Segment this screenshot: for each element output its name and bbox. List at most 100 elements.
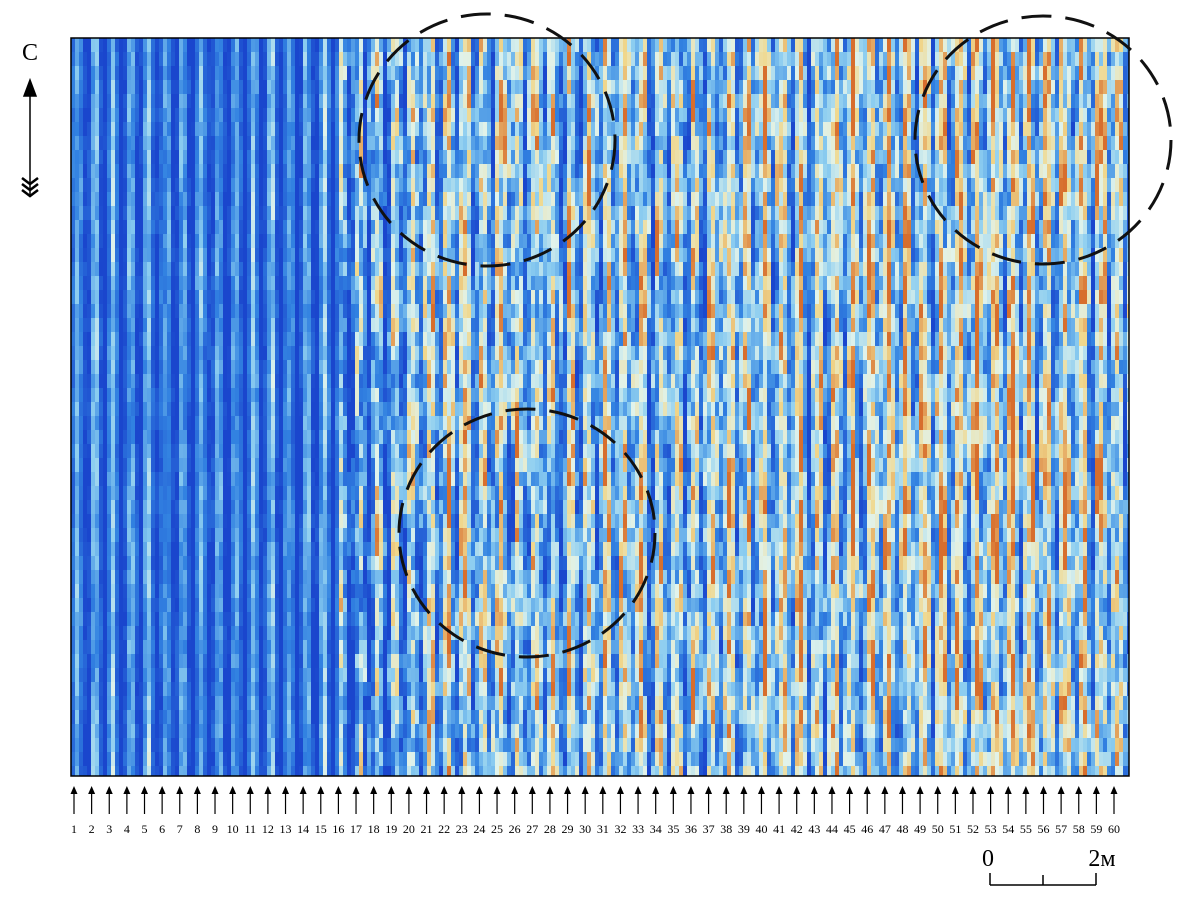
map-cell xyxy=(191,178,195,192)
map-cell xyxy=(379,346,383,360)
map-cell xyxy=(187,164,191,178)
map-cell xyxy=(107,388,111,402)
map-cell xyxy=(375,388,379,402)
map-cell xyxy=(339,234,343,248)
map-cell xyxy=(391,444,395,458)
map-cell xyxy=(363,262,367,276)
map-cell xyxy=(171,752,175,766)
map-cell xyxy=(431,598,435,612)
map-cell xyxy=(163,94,167,108)
map-cell xyxy=(419,80,423,94)
map-cell xyxy=(227,388,231,402)
map-cell xyxy=(207,94,211,108)
map-cell xyxy=(411,696,415,710)
map-cell xyxy=(443,332,447,346)
map-cell xyxy=(387,458,391,472)
map-cell xyxy=(123,528,127,542)
map-cell xyxy=(303,136,307,150)
map-cell xyxy=(407,402,411,416)
map-cell xyxy=(127,598,131,612)
map-cell xyxy=(167,374,171,388)
map-cell xyxy=(375,122,379,136)
map-cell xyxy=(187,360,191,374)
map-cell xyxy=(235,332,239,346)
map-cell xyxy=(319,52,323,66)
map-cell xyxy=(83,304,87,318)
map-cell xyxy=(279,626,283,640)
map-cell xyxy=(295,276,299,290)
map-cell xyxy=(83,682,87,696)
map-cell xyxy=(179,220,183,234)
map-cell xyxy=(195,248,199,262)
map-cell xyxy=(327,668,331,682)
map-cell xyxy=(351,388,355,402)
map-cell xyxy=(239,500,243,514)
map-cell xyxy=(331,626,335,640)
map-cell xyxy=(287,612,291,626)
map-cell xyxy=(99,458,103,472)
map-cell xyxy=(387,136,391,150)
map-cell xyxy=(287,192,291,206)
map-cell xyxy=(199,500,203,514)
map-cell xyxy=(71,66,75,80)
map-cell xyxy=(411,332,415,346)
map-cell xyxy=(107,430,111,444)
map-cell xyxy=(183,388,187,402)
map-cell xyxy=(315,192,319,206)
map-cell xyxy=(83,458,87,472)
map-cell xyxy=(307,528,311,542)
map-cell xyxy=(183,178,187,192)
map-cell xyxy=(291,164,295,178)
map-cell xyxy=(183,514,187,528)
map-cell xyxy=(367,304,371,318)
map-cell xyxy=(291,682,295,696)
map-cell xyxy=(315,66,319,80)
map-cell xyxy=(371,472,375,486)
map-cell xyxy=(319,248,323,262)
map-cell xyxy=(143,486,147,500)
map-cell xyxy=(159,696,163,710)
map-cell xyxy=(127,472,131,486)
map-cell xyxy=(71,486,75,500)
map-cell xyxy=(411,346,415,360)
map-cell xyxy=(251,724,255,738)
map-cell xyxy=(303,108,307,122)
map-cell xyxy=(383,178,387,192)
map-cell xyxy=(127,220,131,234)
map-cell xyxy=(415,654,419,668)
map-cell xyxy=(299,472,303,486)
map-cell xyxy=(403,416,407,430)
map-cell xyxy=(151,640,155,654)
map-cell xyxy=(155,234,159,248)
map-cell xyxy=(143,388,147,402)
map-cell xyxy=(407,66,411,80)
map-cell xyxy=(395,542,399,556)
map-cell xyxy=(295,220,299,234)
map-cell xyxy=(195,416,199,430)
map-cell xyxy=(71,402,75,416)
map-cell xyxy=(219,556,223,570)
map-cell xyxy=(139,668,143,682)
map-cell xyxy=(215,388,219,402)
map-cell xyxy=(315,416,319,430)
map-cell xyxy=(339,766,343,776)
map-cell xyxy=(223,304,227,318)
map-cell xyxy=(403,206,407,220)
map-cell xyxy=(419,710,423,724)
map-cell xyxy=(71,150,75,164)
map-cell xyxy=(91,304,95,318)
map-cell xyxy=(83,388,87,402)
map-cell xyxy=(275,430,279,444)
map-cell xyxy=(147,178,151,192)
map-cell xyxy=(435,234,439,248)
map-cell xyxy=(335,136,339,150)
map-cell xyxy=(95,668,99,682)
map-cell xyxy=(123,598,127,612)
map-cell xyxy=(371,486,375,500)
map-cell xyxy=(283,206,287,220)
map-cell xyxy=(371,402,375,416)
map-cell xyxy=(231,430,235,444)
map-cell xyxy=(155,206,159,220)
map-cell xyxy=(219,220,223,234)
map-cell xyxy=(99,234,103,248)
